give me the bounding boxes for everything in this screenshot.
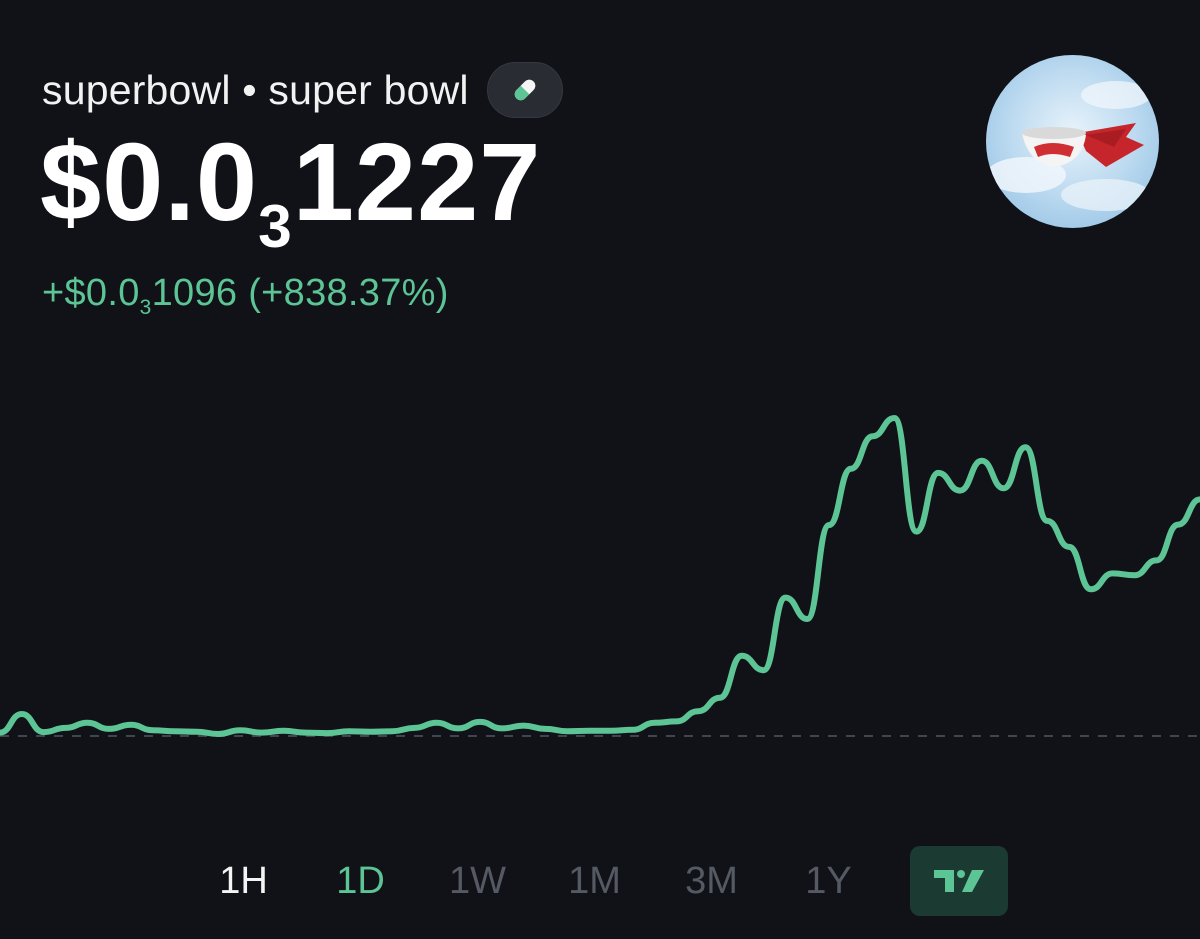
timeframe-1y[interactable]: 1Y <box>805 859 852 902</box>
price-change: +$0.031096 (+838.37%) <box>42 272 449 319</box>
price-prefix: $0.0 <box>40 121 259 244</box>
change-zero-count: 3 <box>139 296 152 320</box>
token-name: superbowl • super bowl <box>42 66 469 113</box>
timeframe-1d[interactable]: 1D <box>336 859 385 902</box>
timeframe-1w[interactable]: 1W <box>449 859 506 902</box>
flying-bowl-icon <box>986 55 1159 228</box>
timeframe-1h[interactable]: 1H <box>219 859 268 902</box>
tradingview-button[interactable] <box>910 846 1008 916</box>
token-avatar[interactable] <box>986 55 1159 228</box>
pill-icon <box>514 79 535 101</box>
price-line <box>0 415 1200 737</box>
timeframe-1m[interactable]: 1M <box>568 859 621 902</box>
change-prefix: +$0.0 <box>42 272 140 314</box>
change-digits: 1096 <box>151 272 238 314</box>
price-digits: 1227 <box>292 121 542 244</box>
pill-badge[interactable] <box>486 62 563 118</box>
price-chart[interactable] <box>0 380 1200 810</box>
token-header: superbowl • super bowl <box>42 58 1200 122</box>
current-price: $0.031227 <box>40 128 541 257</box>
timeframe-selector: 1H 1D 1W 1M 3M 1Y <box>185 846 887 916</box>
timeframe-3m[interactable]: 3M <box>685 859 738 902</box>
tradingview-icon <box>934 870 984 892</box>
change-percent: (+838.37%) <box>248 272 449 314</box>
price-zero-count: 3 <box>258 192 293 261</box>
